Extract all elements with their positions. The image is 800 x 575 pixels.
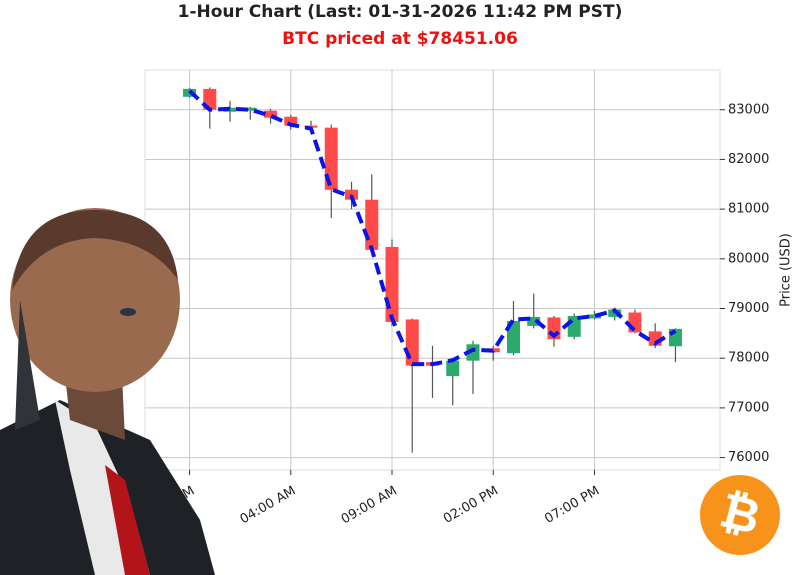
candle-body <box>264 110 278 118</box>
candle-body <box>466 344 480 361</box>
y-tick-label: 83000 <box>728 102 769 117</box>
chart-title: 1-Hour Chart (Last: 01-31-2026 11:42 PM … <box>178 2 623 22</box>
x-tick-label: 02:00 PM <box>441 484 501 527</box>
person-illustration <box>0 208 215 575</box>
y-tick-label: 77000 <box>728 400 769 415</box>
candle-body <box>385 246 399 322</box>
logo-circle <box>700 475 780 555</box>
x-tick-label: 07:00 PM <box>542 484 602 527</box>
y-tick-label: 81000 <box>728 202 769 217</box>
candle-body <box>365 199 379 250</box>
y-tick-label: 82000 <box>728 152 769 167</box>
y-tick-label: 80000 <box>728 251 769 266</box>
y-tick-label: 79000 <box>728 301 769 316</box>
candle-body <box>527 316 541 326</box>
plot-frame <box>144 69 721 471</box>
candle-body <box>587 314 601 319</box>
bitcoin-logo: ₿ <box>700 475 780 555</box>
chart-subtitle: BTC priced at $78451.06 <box>282 29 518 49</box>
y-axis-label: Price (USD) <box>779 233 794 307</box>
x-tick-label: 09:00 AM <box>339 484 400 528</box>
trend-line <box>188 89 677 367</box>
candle-body <box>243 107 257 111</box>
candle-body <box>506 320 520 354</box>
y-tick-label: 78000 <box>728 351 769 366</box>
candle-body <box>284 116 298 126</box>
x-tick-label: 04:00 AM <box>238 484 299 528</box>
y-tick-label: 76000 <box>728 450 769 465</box>
plot-area: 76000 77000 78000 79000 80000 81000 82000 83000… <box>137 70 769 527</box>
candle-body <box>446 360 460 377</box>
